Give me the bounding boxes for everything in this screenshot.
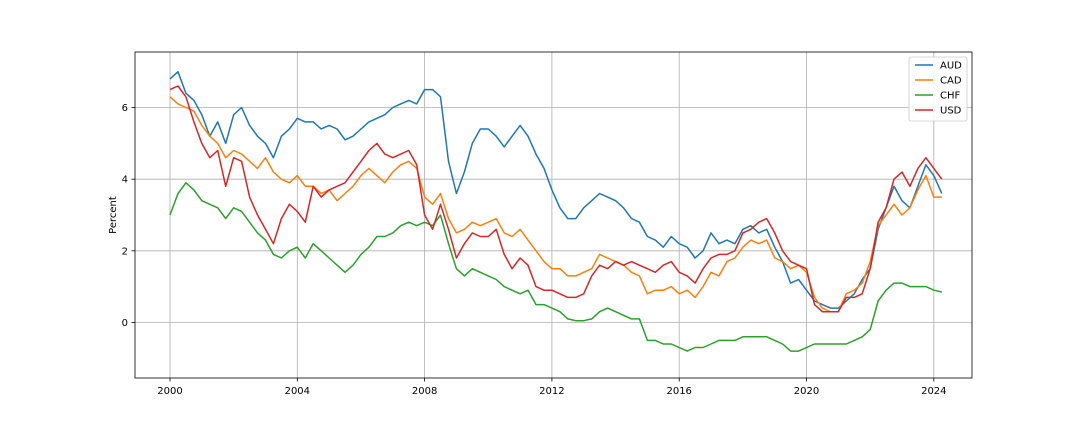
x-tick-label: 2020 <box>794 386 819 397</box>
y-tick-label: 2 <box>122 246 128 257</box>
series-line-chf <box>169 182 942 352</box>
grid <box>135 52 972 378</box>
legend-label: CAD <box>940 76 962 87</box>
legend-label: AUD <box>940 61 962 72</box>
x-tick-label: 2016 <box>666 386 691 397</box>
series-layer <box>169 70 943 352</box>
x-tick-label: 2008 <box>412 386 437 397</box>
x-tick-label: 2000 <box>157 386 182 397</box>
plot-frame <box>134 51 973 379</box>
legend: AUD CAD CHF USD <box>908 56 968 122</box>
plot-area <box>135 52 972 378</box>
y-tick-label: 0 <box>122 318 128 329</box>
x-tick-label: 2024 <box>921 386 946 397</box>
y-axis-label: Percent <box>108 196 119 234</box>
x-axis: 2000 2004 2008 2012 2016 2020 2024 <box>157 378 947 397</box>
x-tick-label: 2012 <box>539 386 564 397</box>
series-line-cad <box>169 96 942 313</box>
legend-box <box>908 56 968 122</box>
y-axis: 0 2 4 6 <box>122 103 135 329</box>
series-line-usd <box>169 85 943 313</box>
legend-label: USD <box>940 106 962 117</box>
y-tick-label: 6 <box>122 103 128 114</box>
legend-label: CHF <box>940 91 961 102</box>
y-tick-label: 4 <box>122 175 128 186</box>
x-tick-label: 2004 <box>285 386 310 397</box>
